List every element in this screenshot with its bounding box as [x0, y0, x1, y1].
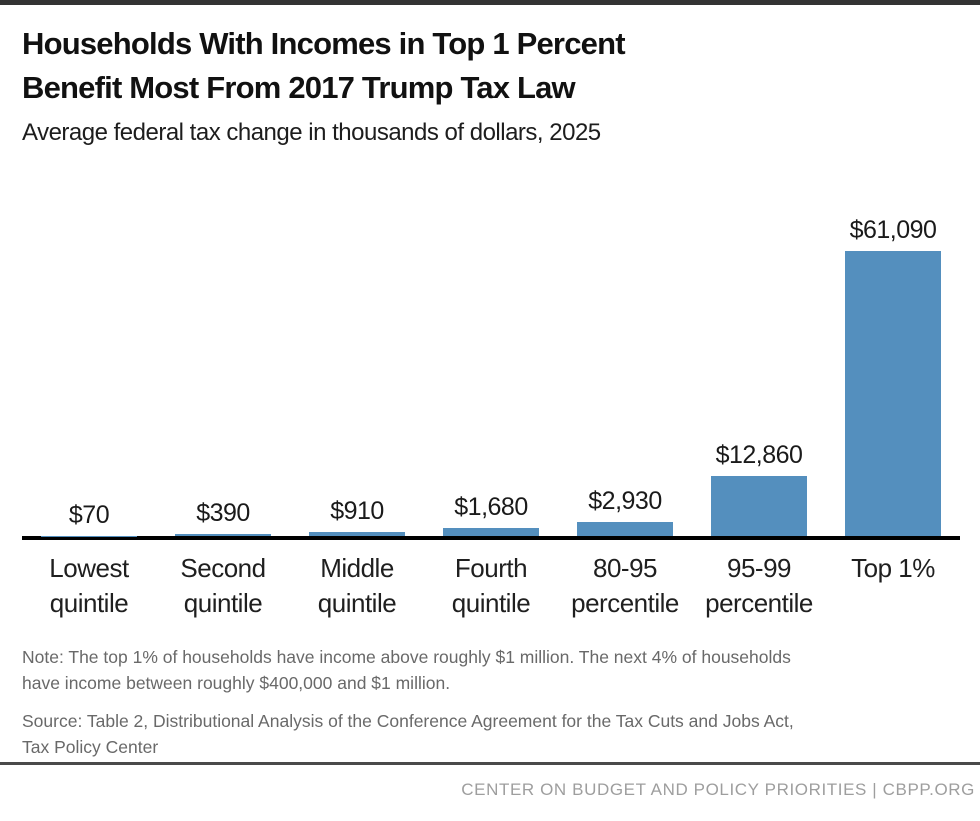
bar-column-fourth-quintile: $1,680	[424, 493, 558, 536]
bar-middle-quintile	[309, 531, 405, 536]
bar-value-label-second-quintile: $390	[196, 499, 250, 528]
bar-value-label-80-95-percentile: $2,930	[588, 487, 662, 516]
category-label-lowest-quintile: Lowest quintile	[49, 553, 129, 618]
category-label-80-95-percentile: 80-95 percentile	[571, 553, 679, 618]
bar-column-top-1: $61,090	[826, 216, 960, 536]
bar-value-label-top-1: $61,090	[849, 216, 937, 244]
category-label-top-1: Top 1%	[851, 553, 935, 583]
page-title-line1: Households With Incomes in Top 1 Percent	[22, 26, 626, 61]
top-accent-bar	[0, 0, 980, 5]
category-label-second-quintile: Second quintile	[180, 553, 266, 618]
page-title: Households With Incomes in Top 1 Percent…	[22, 22, 960, 110]
bar-column-middle-quintile: $910	[290, 497, 424, 536]
bar-column-second-quintile: $390	[156, 499, 290, 536]
category-label-middle-quintile: Middle quintile	[317, 553, 397, 618]
footer-branding: CENTER ON BUDGET AND POLICY PRIORITIES |…	[461, 780, 975, 799]
chart-card: Households With Incomes in Top 1 Percent…	[0, 22, 980, 760]
bar-80-95-percentile	[577, 522, 673, 536]
bar-value-label-lowest-quintile: $70	[68, 500, 110, 529]
bar-top-1	[845, 251, 941, 536]
bar-95-99-percentile	[711, 476, 807, 536]
bar-column-80-95-percentile: $2,930	[558, 487, 692, 536]
bar-value-label-fourth-quintile: $1,680	[454, 493, 528, 522]
x-axis-category-labels: Lowest quintile Second quintile Middle qui…	[22, 551, 960, 621]
bar-second-quintile	[175, 534, 271, 536]
bar-chart-plot-area: $70 $390 $910 $1,680 $2,930 $12,860 $61,090	[22, 196, 960, 536]
bar-value-label-95-99-percentile: $12,860	[715, 441, 803, 470]
chart-source: Source: Table 2, Distributional Analysis…	[22, 711, 794, 757]
page-title-line2: Benefit Most From 2017 Trump Tax Law	[22, 70, 576, 105]
footer: CENTER ON BUDGET AND POLICY PRIORITIES |…	[0, 762, 980, 821]
bar-value-label-middle-quintile: $910	[330, 496, 384, 525]
bar-column-lowest-quintile: $70	[22, 501, 156, 536]
chart-note: Note: The top 1% of households have inco…	[22, 647, 791, 693]
x-axis-line	[22, 536, 960, 540]
bar-fourth-quintile	[443, 528, 539, 536]
category-label-fourth-quintile: Fourth quintile	[451, 553, 531, 618]
chart-subtitle: Average federal tax change in thousands …	[22, 119, 601, 146]
category-label-95-99-percentile: 95-99 percentile	[705, 553, 813, 618]
bar-column-95-99-percentile: $12,860	[692, 441, 826, 536]
